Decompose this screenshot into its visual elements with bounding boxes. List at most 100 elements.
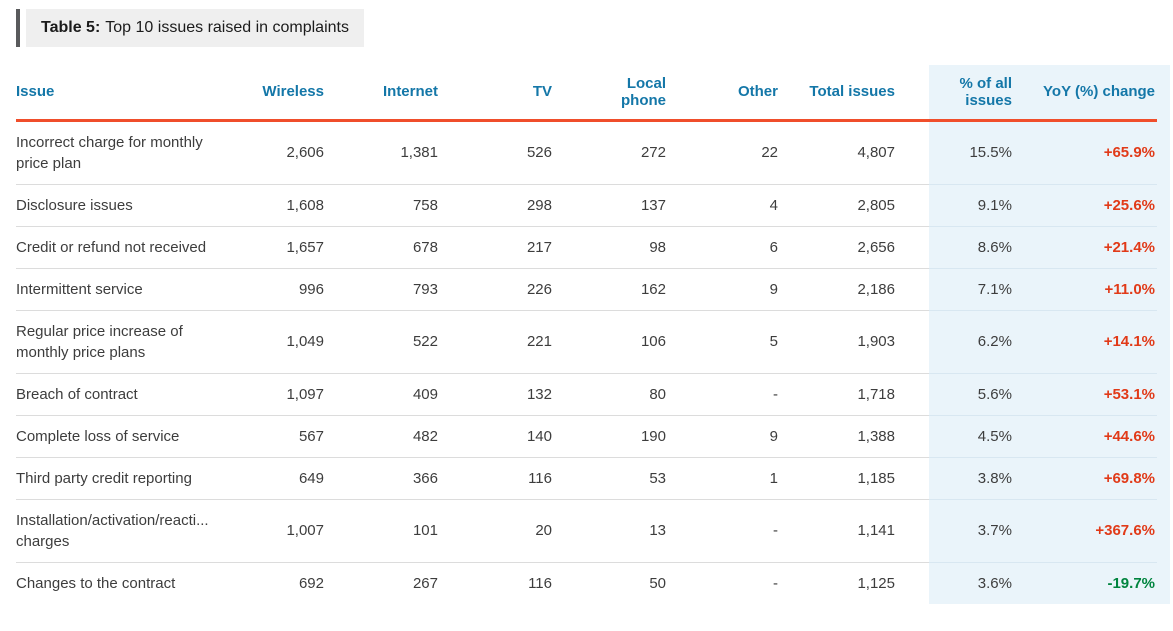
wireless-value-cell: 996: [260, 268, 330, 311]
other-value-cell: -: [672, 373, 784, 416]
col-header-total: Total issues: [784, 65, 929, 122]
wireless-value-cell: 649: [260, 457, 330, 500]
yoy-value-cell: +53.1%: [1018, 373, 1157, 416]
local-value-cell: 106: [558, 310, 672, 374]
total-value-cell: 1,125: [857, 574, 895, 592]
yoy-value-cell: +44.6%: [1018, 415, 1157, 458]
issue-cell: Intermittent service: [16, 268, 260, 311]
internet-value-cell: 522: [330, 310, 444, 374]
tv-value-cell: 226: [444, 268, 558, 311]
local-value-cell: 80: [558, 373, 672, 416]
issue-cell: Installation/activation/reacti... charge…: [16, 499, 260, 563]
tv-value-cell: 298: [444, 184, 558, 227]
internet-value-cell: 366: [330, 457, 444, 500]
pct-value-cell: 15.5%: [929, 120, 1018, 185]
other-value-cell: 4: [672, 184, 784, 227]
issue-cell: Changes to the contract: [16, 574, 176, 592]
table-row: Intermittent service 996 793 226 162 9 2,186 7.…: [16, 268, 1157, 311]
table-row: Third party credit reporting 649 366 116 53 1…: [16, 457, 1157, 500]
col-header-internet: Internet: [330, 65, 444, 122]
tv-value-cell: 140: [444, 415, 558, 458]
local-value-cell: 53: [558, 457, 672, 500]
table-container: Issue Wireless Internet TV Local phone Other T…: [16, 65, 1170, 604]
pct-value-cell: 3.6%: [977, 574, 1012, 592]
total-value-cell: 1,185: [784, 457, 929, 500]
col-header-issue: Issue: [16, 65, 260, 122]
wireless-value-cell: 1,007: [260, 499, 330, 563]
tv-value-cell: 116: [528, 574, 552, 592]
issue-cell: Complete loss of service: [16, 415, 260, 458]
local-value-cell: 272: [558, 120, 672, 185]
table-row: Complete loss of service 567 482 140 190 9 1,3…: [16, 415, 1157, 458]
col-header-other: Other: [672, 65, 784, 122]
local-value-cell: 98: [558, 226, 672, 269]
table-row: Disclosure issues 1,608 758 298 137 4 2,805 9.1…: [16, 184, 1157, 227]
tv-value-cell: 217: [444, 226, 558, 269]
wireless-value-cell: 1,657: [260, 226, 330, 269]
issue-cell: Disclosure issues: [16, 184, 260, 227]
col-header-wireless: Wireless: [260, 65, 330, 122]
total-value-cell: 1,718: [784, 373, 929, 416]
internet-value-cell: 101: [330, 499, 444, 563]
other-value-cell: 5: [672, 310, 784, 374]
other-value-cell: 1: [672, 457, 784, 500]
internet-value-cell: 1,381: [330, 120, 444, 185]
col-header-tv: TV: [444, 65, 558, 122]
other-value-cell: 9: [672, 268, 784, 311]
total-value-cell: 2,186: [784, 268, 929, 311]
table-row: Credit or refund not received 1,657 678 217…: [16, 226, 1157, 269]
wireless-value-cell: 1,049: [260, 310, 330, 374]
local-value-cell: 190: [558, 415, 672, 458]
tv-value-cell: 221: [444, 310, 558, 374]
title-accent-bar: [16, 9, 20, 47]
total-value-cell: 1,903: [784, 310, 929, 374]
yoy-value-cell: -19.7%: [1107, 574, 1155, 592]
pct-value-cell: 9.1%: [929, 184, 1018, 227]
yoy-value-cell: +367.6%: [1018, 499, 1157, 563]
issue-cell: Regular price increase of monthly price …: [16, 310, 260, 374]
wireless-value-cell: 692: [298, 574, 324, 592]
other-value-cell: -: [672, 499, 784, 563]
other-value-cell: 9: [672, 415, 784, 458]
col-header-pct: % of all issues: [929, 65, 1018, 122]
table-row: Regular price increase of monthly price …: [16, 310, 1157, 374]
yoy-value-cell: +11.0%: [1018, 268, 1157, 311]
tv-value-cell: 132: [444, 373, 558, 416]
total-value-cell: 4,807: [784, 120, 929, 185]
pct-value-cell: 3.8%: [929, 457, 1018, 500]
internet-value-cell: 409: [330, 373, 444, 416]
yoy-value-cell: +65.9%: [1018, 120, 1157, 185]
issue-cell: Breach of contract: [16, 373, 260, 416]
internet-value-cell: 678: [330, 226, 444, 269]
complaints-table: Issue Wireless Internet TV Local phone Other T…: [16, 65, 1157, 604]
issue-cell: Incorrect charge for monthly price plan: [16, 120, 260, 185]
local-value-cell: 137: [558, 184, 672, 227]
tv-value-cell: 20: [444, 499, 558, 563]
table-header-row: Issue Wireless Internet TV Local phone Other T…: [16, 65, 1157, 122]
other-value-cell: 6: [672, 226, 784, 269]
table-row: Installation/activation/reacti... charge…: [16, 499, 1157, 563]
total-value-cell: 1,388: [784, 415, 929, 458]
local-value-cell: 50: [649, 574, 666, 592]
yoy-value-cell: +69.8%: [1018, 457, 1157, 500]
issue-cell: Credit or refund not received: [16, 226, 260, 269]
table-caption: Top 10 issues raised in complaints: [105, 19, 349, 36]
pct-value-cell: 8.6%: [929, 226, 1018, 269]
table-number-label: Table 5:: [41, 19, 101, 36]
table-title: Table 5: Top 10 issues raised in complain…: [16, 9, 364, 47]
total-value-cell: 1,141: [784, 499, 929, 563]
pct-value-cell: 4.5%: [929, 415, 1018, 458]
tv-value-cell: 526: [444, 120, 558, 185]
pct-value-cell: 7.1%: [929, 268, 1018, 311]
yoy-value-cell: +21.4%: [1018, 226, 1157, 269]
col-header-local: Local phone: [558, 65, 672, 122]
internet-value-cell: 758: [330, 184, 444, 227]
pct-value-cell: 6.2%: [929, 310, 1018, 374]
total-value-cell: 2,805: [784, 184, 929, 227]
wireless-value-cell: 1,097: [260, 373, 330, 416]
table-row: Breach of contract 1,097 409 132 80-1,718 5.6…: [16, 373, 1157, 416]
total-value-cell: 2,656: [784, 226, 929, 269]
other-value-cell: -: [773, 574, 778, 592]
issue-cell: Third party credit reporting: [16, 457, 260, 500]
col-header-yoy: YoY (%) change: [1018, 65, 1157, 122]
